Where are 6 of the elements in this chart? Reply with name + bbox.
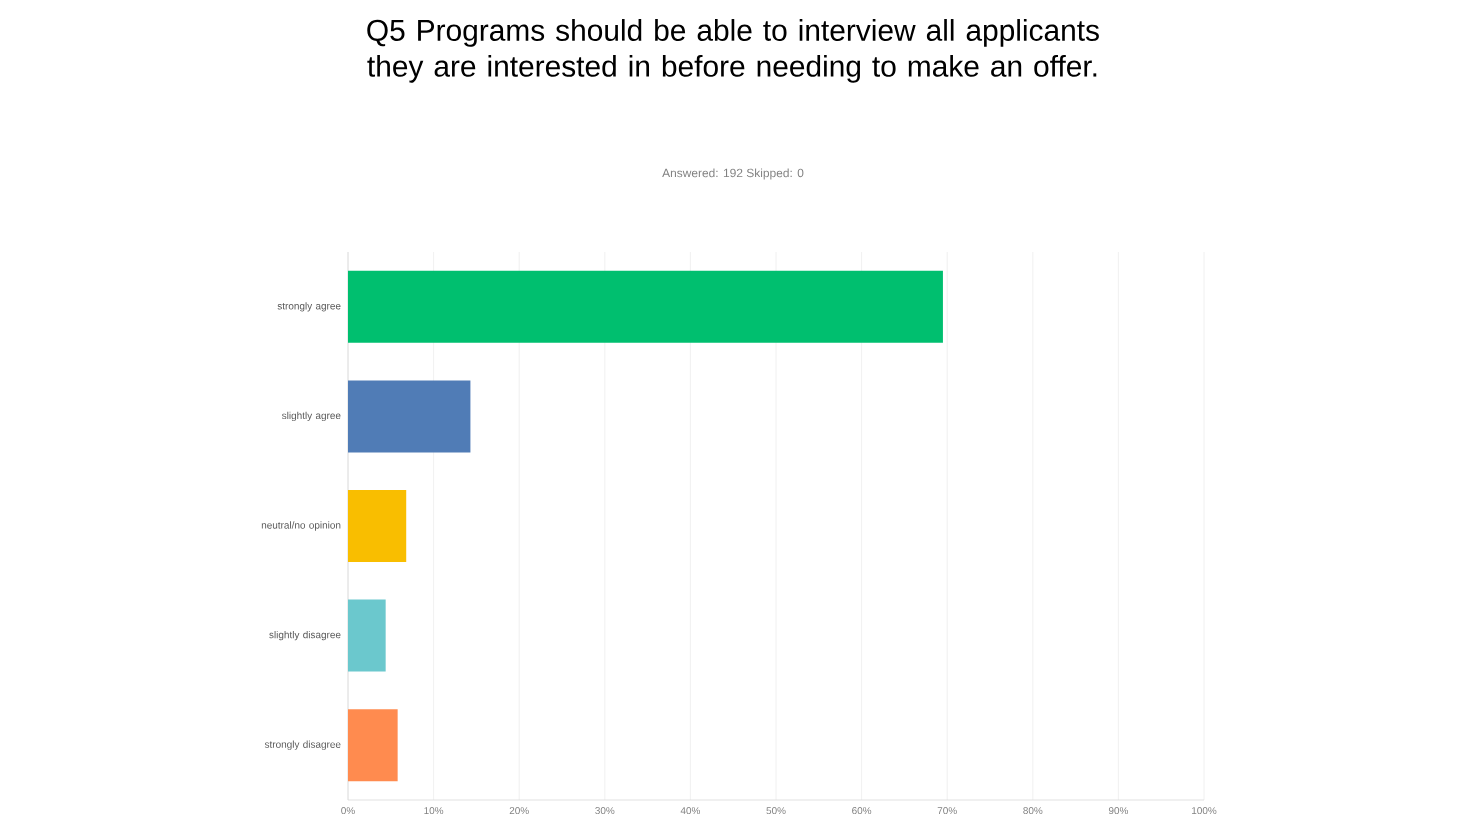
chart-title: Q5 Programs should be able to interview all applicants they are interested in before needing to make an offer.	[367, 19, 1099, 83]
bar	[348, 270, 943, 343]
bar	[348, 490, 407, 563]
bar	[348, 380, 471, 453]
bar	[348, 599, 386, 672]
bar	[348, 709, 398, 782]
